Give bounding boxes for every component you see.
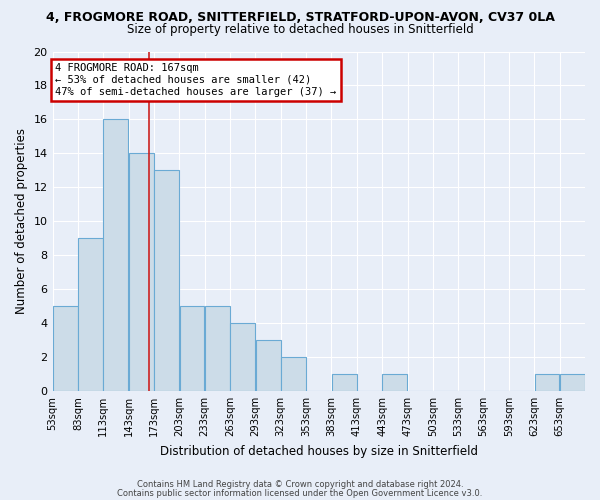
Bar bbox=[78, 238, 103, 391]
Text: Size of property relative to detached houses in Snitterfield: Size of property relative to detached ho… bbox=[127, 22, 473, 36]
Bar bbox=[53, 306, 77, 391]
Bar bbox=[103, 120, 128, 391]
Text: 4, FROGMORE ROAD, SNITTERFIELD, STRATFORD-UPON-AVON, CV37 0LA: 4, FROGMORE ROAD, SNITTERFIELD, STRATFOR… bbox=[46, 11, 554, 24]
Bar bbox=[382, 374, 407, 391]
Bar bbox=[230, 323, 255, 391]
Bar bbox=[560, 374, 585, 391]
Bar bbox=[154, 170, 179, 391]
Text: 4 FROGMORE ROAD: 167sqm
← 53% of detached houses are smaller (42)
47% of semi-de: 4 FROGMORE ROAD: 167sqm ← 53% of detache… bbox=[55, 64, 337, 96]
Text: Contains HM Land Registry data © Crown copyright and database right 2024.: Contains HM Land Registry data © Crown c… bbox=[137, 480, 463, 489]
Bar bbox=[205, 306, 230, 391]
Text: Contains public sector information licensed under the Open Government Licence v3: Contains public sector information licen… bbox=[118, 488, 482, 498]
Bar bbox=[332, 374, 356, 391]
Y-axis label: Number of detached properties: Number of detached properties bbox=[15, 128, 28, 314]
Bar bbox=[129, 154, 154, 391]
X-axis label: Distribution of detached houses by size in Snitterfield: Distribution of detached houses by size … bbox=[160, 444, 478, 458]
Bar bbox=[535, 374, 559, 391]
Bar bbox=[256, 340, 281, 391]
Bar bbox=[281, 357, 306, 391]
Bar bbox=[179, 306, 205, 391]
